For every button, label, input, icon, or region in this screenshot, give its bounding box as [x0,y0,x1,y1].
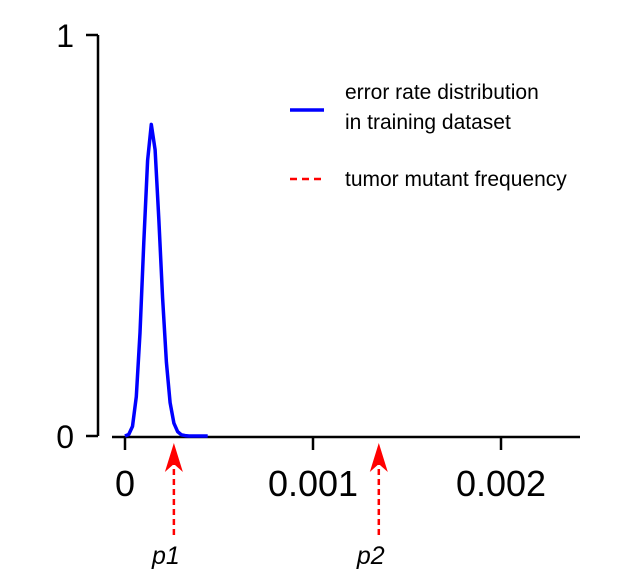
y-tick-label: 1 [56,18,74,54]
axes: 0 1 0 0.001 0.002 [56,18,580,504]
x-tick-label: 0.002 [456,463,546,504]
y-tick-label: 0 [56,419,74,455]
legend-label-error-rate-line1: error rate distribution [345,81,539,104]
marker-arrowhead-p2 [369,443,388,472]
series-layer [124,122,208,438]
legend: error rate distribution in training data… [290,81,567,191]
marker-label-p1: p1 [151,542,180,570]
legend-label-tumor: tumor mutant frequency [345,168,567,191]
series-line-0 [124,122,208,438]
x-tick-label: 0.001 [268,463,358,504]
marker-label-p2: p2 [356,542,385,570]
marker-arrowhead-p1 [164,443,183,472]
markers-layer: p1 p2 [151,443,388,570]
legend-label-error-rate-line2: in training dataset [345,111,511,134]
x-tick-label: 0 [115,463,135,504]
